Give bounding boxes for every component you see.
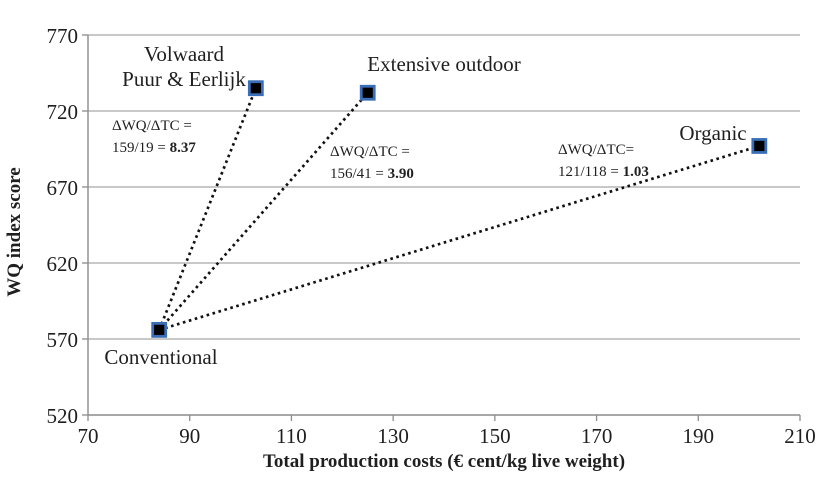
x-tick-label: 90 xyxy=(179,424,201,448)
annotation-value: 121/118 = 1.03 xyxy=(558,161,649,183)
point-label-line: Conventional xyxy=(104,345,218,369)
y-tick-label: 720 xyxy=(46,100,79,124)
y-tick-label: 770 xyxy=(46,24,79,48)
annotation-value: 159/19 = 8.37 xyxy=(112,137,196,159)
y-tick-label: 570 xyxy=(46,328,79,352)
slope-annotation: ΔWQ/ΔTC = 159/19 = 8.37 xyxy=(112,115,196,159)
x-axis-title: Total production costs (€ cent/kg live w… xyxy=(262,451,626,472)
annotation-formula: ΔWQ/ΔTC= xyxy=(558,142,635,158)
x-tick-label: 130 xyxy=(377,424,409,448)
x-tick-label: 170 xyxy=(580,424,613,448)
point-label: Conventional xyxy=(51,345,271,370)
annotation-formula: ΔWQ/ΔTC = xyxy=(112,118,192,134)
annotation-ratio: 156/41 = xyxy=(330,166,388,182)
point-label-line: Organic xyxy=(679,121,747,145)
annotation-formula: ΔWQ/ΔTC = xyxy=(330,144,410,160)
annotation-value: 156/41 = 3.90 xyxy=(330,163,414,185)
point-label: Extensive outdoor xyxy=(334,52,554,77)
slope-annotation: ΔWQ/ΔTC= 121/118 = 1.03 xyxy=(558,139,649,183)
y-tick-label: 670 xyxy=(46,176,79,200)
point-label: Organic xyxy=(603,121,823,146)
point-label-line: Extensive outdoor xyxy=(367,52,521,76)
data-point-marker xyxy=(247,80,264,97)
data-point-marker xyxy=(151,321,168,338)
annotation-result: 3.90 xyxy=(387,166,414,182)
annotation-result: 8.37 xyxy=(169,140,196,156)
y-axis-title: WQ index score xyxy=(4,167,25,297)
point-label-line: Puur & Eerlijk xyxy=(122,67,246,91)
x-tick-label: 190 xyxy=(682,424,715,448)
annotation-ratio: 159/19 = xyxy=(112,140,170,156)
slope-annotation: ΔWQ/ΔTC = 156/41 = 3.90 xyxy=(330,141,414,185)
y-tick-label: 520 xyxy=(46,404,79,428)
x-tick-label: 110 xyxy=(276,424,307,448)
point-label: Volwaard Puur & Eerlijk xyxy=(74,42,294,92)
y-tick-label: 620 xyxy=(46,252,79,276)
x-tick-label: 210 xyxy=(784,424,816,448)
annotation-result: 1.03 xyxy=(622,164,649,180)
x-tick-label: 70 xyxy=(77,424,99,448)
x-tick-label: 150 xyxy=(479,424,511,448)
point-label-line: Volwaard xyxy=(143,42,225,66)
data-point-marker xyxy=(359,84,376,101)
connector-line xyxy=(158,144,760,332)
annotation-ratio: 121/118 = xyxy=(558,164,623,180)
data-point-marker xyxy=(751,138,768,154)
